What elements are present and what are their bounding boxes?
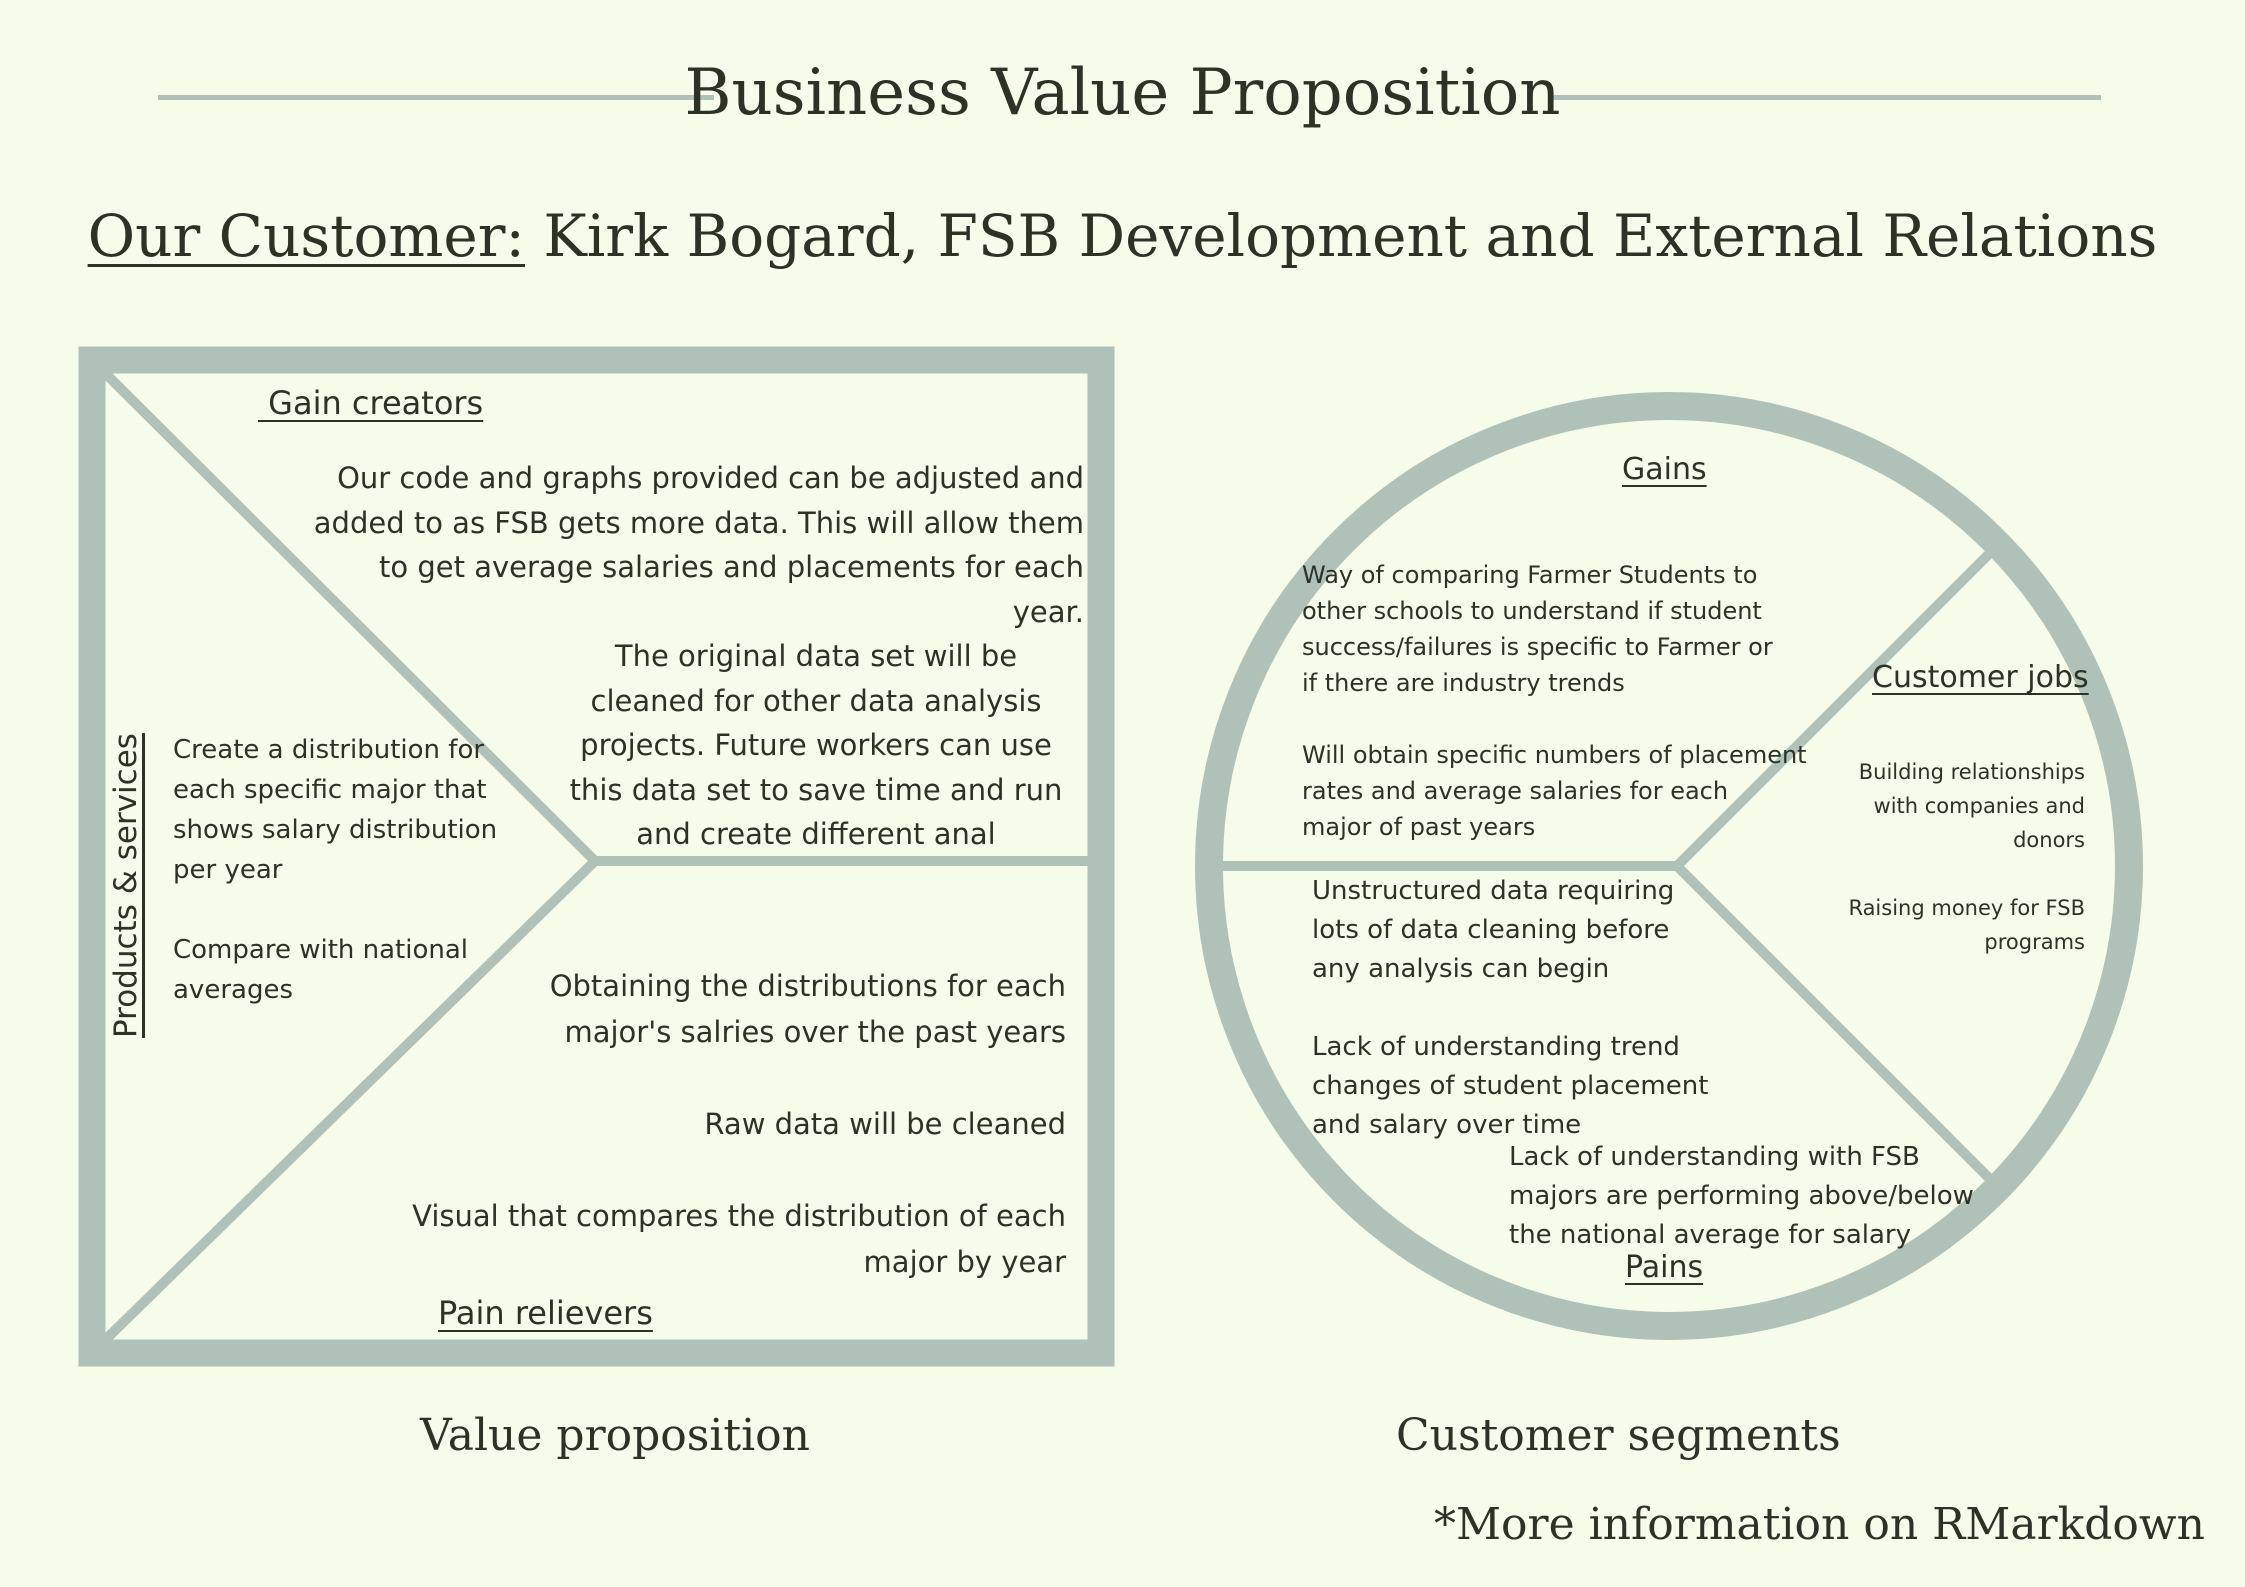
gain-creators-text-1: Our code and graphs provided can be adju… [313, 461, 1084, 629]
title-rule-right [1548, 95, 2101, 100]
square-divider-lower [96, 857, 599, 1349]
square-divider-upper [96, 364, 599, 865]
products-services-text: Create a distribution for each specific … [173, 735, 498, 1005]
customer-jobs-text: Building relationships with companies an… [1848, 760, 2085, 954]
customer-segments-circle [1195, 392, 2143, 1340]
circle-divider-lower [1673, 862, 2006, 1195]
title-rule-left [158, 95, 714, 100]
customer-jobs-heading: Customer jobs [1872, 660, 2089, 695]
pains-text-2: Lack of understanding with FSB majors ar… [1509, 1142, 1974, 1250]
customer-segments-caption: Customer segments [1396, 1410, 1841, 1461]
pains-heading: Pains [1625, 1250, 1704, 1285]
pain-relievers-text: Obtaining the distributions for each maj… [412, 969, 1066, 1279]
value-proposition-caption: Value proposition [420, 1410, 810, 1461]
page-title: Business Value Proposition [684, 56, 1561, 130]
gain-creators-heading: Gain creators [258, 384, 484, 422]
footnote: *More information on RMarkdown [1434, 1499, 2205, 1550]
customer-label: Our Customer: [87, 202, 525, 270]
circle-divider-upper [1673, 537, 2006, 870]
customer-name: Kirk Bogard, FSB Development and Externa… [543, 202, 2158, 270]
pain-relievers-heading: Pain relievers [438, 1294, 653, 1332]
value-proposition-square [78, 346, 1115, 1367]
gains-text: Way of comparing Farmer Students to othe… [1302, 561, 1807, 841]
pains-text-1: Unstructured data requiring lots of data… [1312, 876, 1709, 1140]
gain-creators-text-2: The original data set will be cleaned fo… [569, 639, 1063, 851]
gains-heading: Gains [1622, 452, 1707, 487]
customer-line: Our Customer: Kirk Bogard, FSB Developme… [0, 196, 2245, 276]
products-services-heading: Products & services [108, 733, 144, 1038]
